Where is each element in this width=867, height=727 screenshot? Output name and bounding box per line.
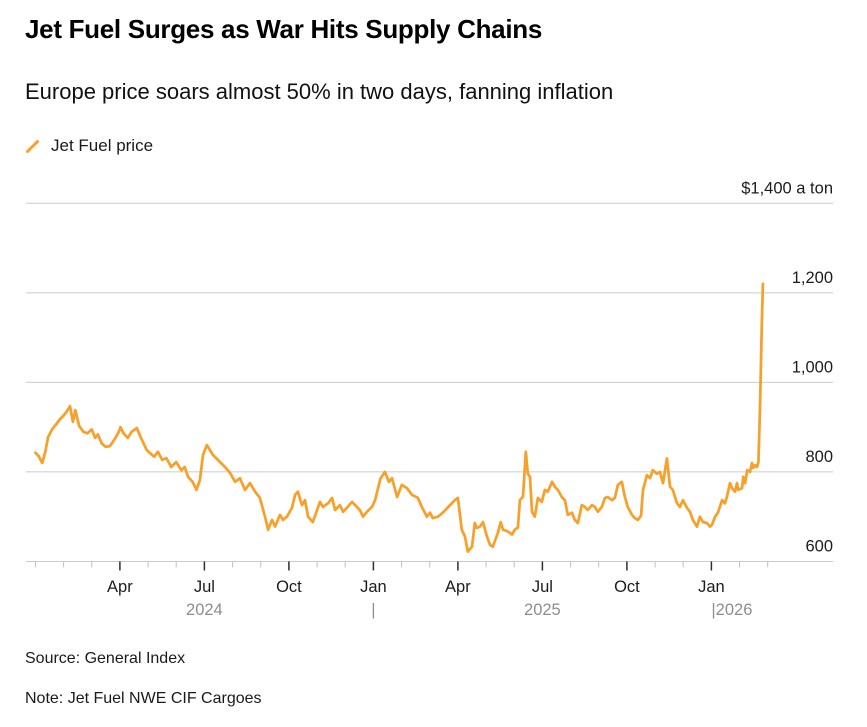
y-tick-label: 1,000 [792,358,833,376]
note-text: Note: Jet Fuel NWE CIF Cargoes [25,690,262,707]
x-tick-label: Jan [360,578,387,596]
price-chart: 600 800 1,000 1,200 $1,400 a ton Apr Jul Oct Jan… [26,179,833,619]
x-tick-label: Jul [194,578,215,596]
legend-label: Jet Fuel price [51,136,154,155]
x-tick-label: Jul [532,578,553,596]
year-label: |2026 [711,601,752,619]
x-tick-label: Apr [107,578,133,596]
chart-subtitle: Europe price soars almost 50% in two day… [25,79,614,104]
legend: Jet Fuel price [25,136,153,156]
y-tick-label: $1,400 a ton [741,179,833,197]
source-text: Source: General Index [25,650,186,667]
chart-title: Jet Fuel Surges as War Hits Supply Chain… [25,14,542,44]
year-label: 2025 [524,601,561,619]
y-tick-label: 800 [805,448,833,466]
legend-line-icon [26,139,39,153]
x-tick-label: Oct [276,578,302,596]
y-tick-label: 600 [805,538,833,556]
x-tick-label: Jan [698,578,725,596]
jet-fuel-price-line [34,282,765,553]
x-tick-label: Oct [614,578,640,596]
y-tick-label: 1,200 [792,269,833,287]
year-label: 2024 [186,601,223,619]
year-label: | [371,601,375,619]
x-tick-label: Apr [445,578,471,596]
